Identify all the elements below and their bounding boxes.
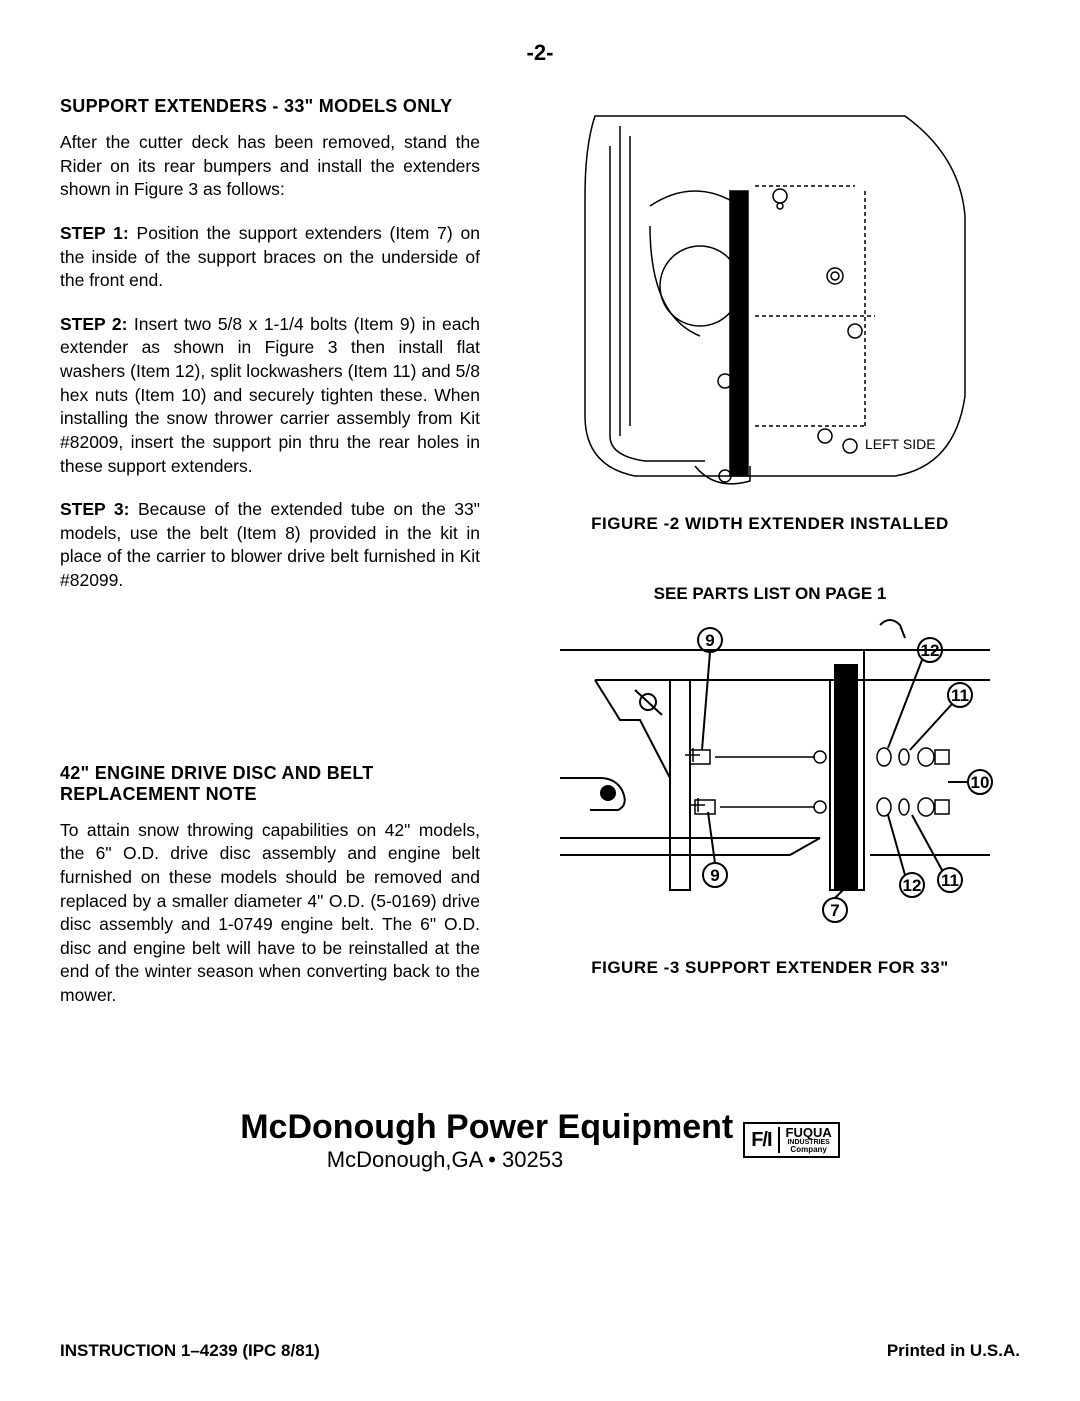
right-column: LEFT SIDE FIGURE -2 WIDTH EXTENDER INSTA… bbox=[520, 96, 1020, 1028]
section1-intro: After the cutter deck has been removed, … bbox=[60, 131, 480, 202]
section2-body: To attain snow throwing capabilities on … bbox=[60, 819, 480, 1008]
callout-7: 7 bbox=[830, 901, 839, 920]
left-column: SUPPORT EXTENDERS - 33" MODELS ONLY Afte… bbox=[60, 96, 480, 1028]
brand-name: McDonough Power Equipment bbox=[240, 1108, 733, 1146]
step1-label: STEP 1: bbox=[60, 223, 129, 243]
footer-brand: McDonough Power Equipment McDonough,GA •… bbox=[60, 1108, 1020, 1173]
callout-10: 10 bbox=[971, 773, 990, 792]
bottom-row: INSTRUCTION 1–4239 (IPC 8/81) Printed in… bbox=[60, 1341, 1020, 1361]
step2-text: Insert two 5/8 x 1-1/4 bolts (Item 9) in… bbox=[60, 314, 480, 476]
callout-11b: 11 bbox=[941, 871, 959, 890]
figure-3-drawing: 9 12 11 10 9 12 11 7 bbox=[540, 610, 1000, 940]
logo-company: Company bbox=[786, 1146, 832, 1154]
section2-title: 42" ENGINE DRIVE DISC AND BELT REPLACEME… bbox=[60, 763, 480, 805]
section1-title: SUPPORT EXTENDERS - 33" MODELS ONLY bbox=[60, 96, 480, 117]
callout-11a: 11 bbox=[951, 686, 969, 705]
brand-location: McDonough,GA • 30253 bbox=[240, 1147, 563, 1173]
callout-12b: 12 bbox=[903, 876, 922, 895]
left-side-label: LEFT SIDE bbox=[865, 436, 936, 452]
figure3-caption: FIGURE -3 SUPPORT EXTENDER FOR 33" bbox=[591, 958, 949, 978]
step3: STEP 3: Because of the extended tube on … bbox=[60, 498, 480, 593]
step1: STEP 1: Position the support extenders (… bbox=[60, 222, 480, 293]
printed-in: Printed in U.S.A. bbox=[887, 1341, 1020, 1361]
figure2-caption: FIGURE -2 WIDTH EXTENDER INSTALLED bbox=[591, 514, 949, 534]
callout-12a: 12 bbox=[921, 641, 940, 660]
main-content: SUPPORT EXTENDERS - 33" MODELS ONLY Afte… bbox=[60, 96, 1020, 1028]
step2: STEP 2: Insert two 5/8 x 1-1/4 bolts (It… bbox=[60, 313, 480, 478]
page-number: -2- bbox=[60, 40, 1020, 66]
brand-logo: F/I FUQUA INDUSTRIES Company bbox=[743, 1122, 840, 1158]
step2-label: STEP 2: bbox=[60, 314, 127, 334]
parts-list-note: SEE PARTS LIST ON PAGE 1 bbox=[654, 584, 887, 604]
figure-2-drawing: LEFT SIDE bbox=[555, 96, 985, 496]
callout-9a: 9 bbox=[705, 631, 714, 650]
step3-label: STEP 3: bbox=[60, 499, 129, 519]
instruction-number: INSTRUCTION 1–4239 (IPC 8/81) bbox=[60, 1341, 320, 1361]
logo-fuqua: FUQUA bbox=[786, 1126, 832, 1139]
callout-9b: 9 bbox=[710, 866, 719, 885]
logo-fi: F/I bbox=[751, 1129, 771, 1152]
